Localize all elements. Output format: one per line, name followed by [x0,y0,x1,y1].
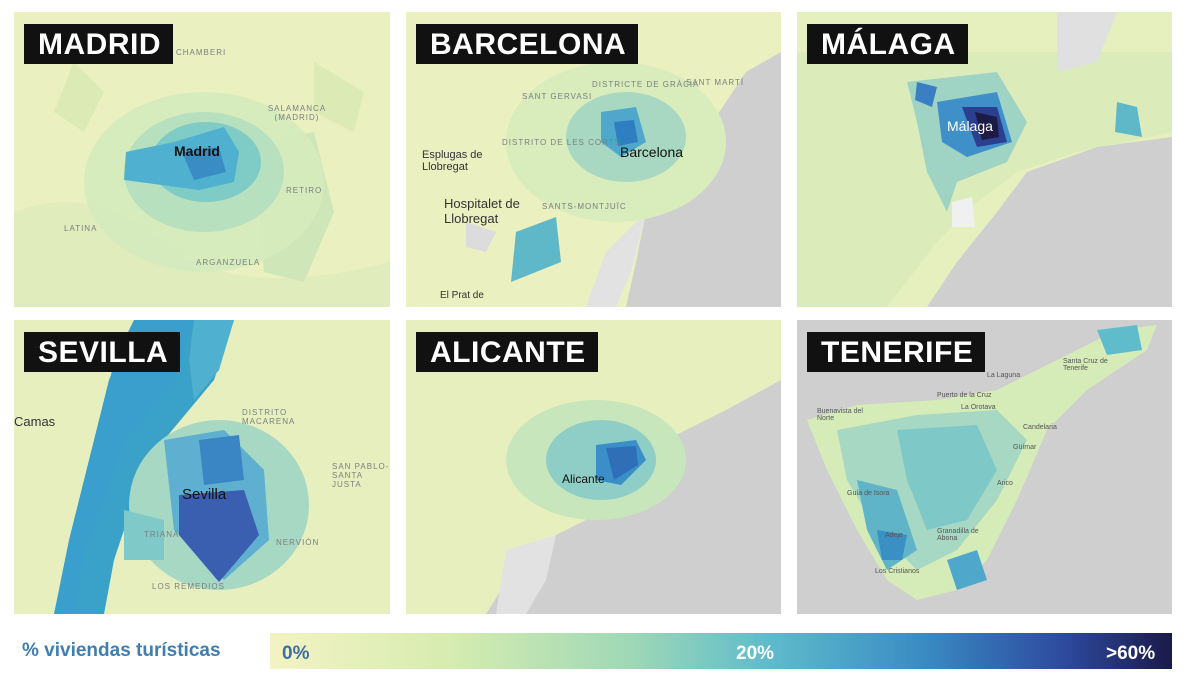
panel-title-barcelona: BARCELONA [416,24,639,64]
district-label: DISTRITO DE LES CORTS [502,138,621,147]
place-label: Güímar [1013,444,1037,451]
district-label: TRIANA [144,530,180,539]
panel-title-sevilla: SEVILLA [24,332,181,372]
district-label: SANT MARTÍ [686,78,745,87]
city-label: Barcelona [620,144,684,160]
place-label: Granadilla de Abona [937,528,979,542]
panel-title-madrid: MADRID [24,24,173,64]
legend-tick-mid: 20% [736,643,775,664]
panel-title-alicante: ALICANTE [416,332,598,372]
district-label: NERVIÓN [276,538,320,547]
district-label: CHAMBERI [176,48,227,57]
place-label: El Prat de [440,290,484,301]
district-label: ARGANZUELA [196,258,261,267]
district-label: LOS REMEDIOS [152,582,225,591]
city-label: Sevilla [182,486,227,503]
place-label: Candelaria [1023,424,1057,431]
map-panel-sevilla[interactable]: SEVILLA Sevilla Camas DISTRITO MACARENA … [14,320,390,614]
district-label: SAN PABLO-SANTA JUSTA [332,462,390,489]
panel-title-tenerife: TENERIFE [807,332,986,372]
place-label: Camas [14,414,56,429]
place-label: Buenavista del Norte [817,408,863,422]
legend-colorbar [270,633,1172,669]
map-panel-alicante[interactable]: ALICANTE Alicante [406,320,781,614]
city-label: Málaga [947,118,993,134]
madrid-map [14,12,390,307]
district-label: DISTRICTE DE GRÀCIA [592,80,700,89]
city-label: Alicante [562,472,605,486]
city-label: Madrid [174,143,220,159]
map-panel-malaga[interactable]: MÁLAGA Málaga [797,12,1172,307]
legend-tick-max: >60% [1106,643,1156,664]
panel-title-malaga: MÁLAGA [807,24,968,64]
place-label: Santa Cruz de Tenerife [1063,358,1108,372]
place-label: Los Cristianos [875,568,920,575]
map-panel-tenerife[interactable]: TENERIFE Santa Cruz de Tenerife La Lagun… [797,320,1172,614]
place-label: Hospitalet de Llobregat [444,196,520,226]
district-label: LATINA [64,224,98,233]
district-label: SALAMANCA (MADRID) [267,104,327,122]
sevilla-map [14,320,390,614]
malaga-map [797,12,1172,307]
district-label: RETIRO [286,186,323,195]
place-label: Esplugas de Llobregat [422,149,483,173]
place-label: La Orotava [961,404,996,411]
map-panel-barcelona[interactable]: BARCELONA Barcelona Esplugas de Llobrega… [406,12,781,307]
place-label: Arico [997,480,1013,487]
district-label: SANTS-MONTJUÏC [542,202,627,211]
district-label: DISTRITO MACARENA [242,408,296,426]
place-label: Adeje [885,532,903,539]
map-panel-madrid[interactable]: MADRID Madrid CHAMBERI SALAMANCA (MADRID… [14,12,390,307]
place-label: Guía de Isora [847,490,890,497]
legend-title: % viviendas turísticas [22,640,221,661]
legend-tick-min: 0% [282,643,310,664]
district-label: SANT GERVASI [522,92,593,101]
place-label: Puerto de la Cruz [937,392,992,399]
place-label: La Laguna [987,372,1021,379]
